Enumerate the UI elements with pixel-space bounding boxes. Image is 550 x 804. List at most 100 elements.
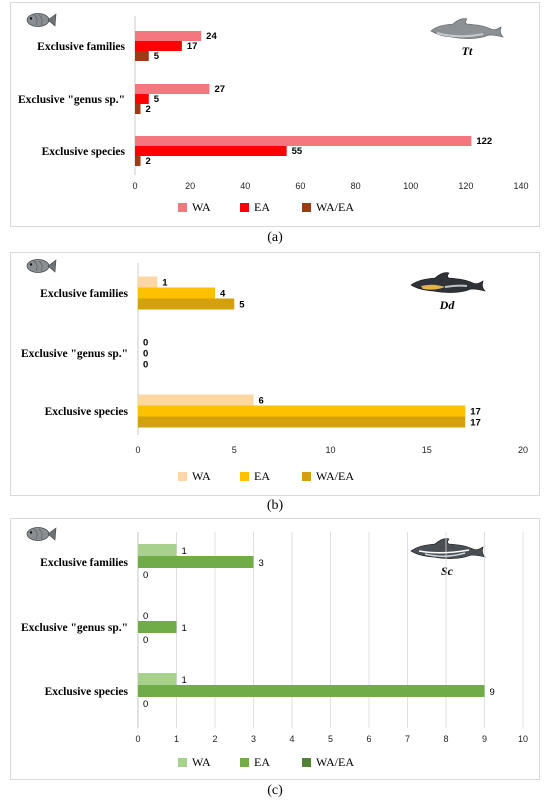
data-label: 1 xyxy=(182,675,187,686)
bar-wa xyxy=(135,84,210,94)
bar-ea xyxy=(138,621,177,633)
x-tick-label: 10 xyxy=(518,734,528,744)
bar-wa-ea xyxy=(138,298,235,310)
caption-b: (b) xyxy=(266,498,284,513)
species-code-label: Tt xyxy=(462,44,473,58)
legend-label: WA xyxy=(192,200,211,214)
x-tick-label: 0 xyxy=(132,181,137,191)
data-label: 0 xyxy=(143,360,148,371)
category-label: Exclusive species xyxy=(42,146,126,158)
x-tick-label: 5 xyxy=(328,734,333,744)
caption-a: (a) xyxy=(267,230,283,245)
data-label: 0 xyxy=(143,635,148,646)
legend-swatch xyxy=(178,758,187,767)
x-tick-label: 20 xyxy=(518,445,528,455)
x-tick-label: 5 xyxy=(232,445,237,455)
data-label: 5 xyxy=(154,51,160,62)
x-tick-label: 40 xyxy=(240,181,250,191)
data-label: 55 xyxy=(292,146,303,157)
x-tick-label: 60 xyxy=(295,181,305,191)
bar-ea xyxy=(138,556,254,568)
data-label: 2 xyxy=(146,156,151,167)
category-label: Exclusive "genus sp." xyxy=(21,622,128,634)
chart-panel-c: Sc 0 1 2 3 4 5 6 7 8 9 10 Exclusive families 1 3 0 Exclu… xyxy=(10,518,540,780)
bar-wa xyxy=(135,136,472,146)
data-label: 0 xyxy=(143,338,148,349)
legend-swatch xyxy=(240,472,249,481)
dolphin-icon xyxy=(410,538,486,559)
x-tick-label: 3 xyxy=(251,734,256,744)
x-tick-label: 100 xyxy=(403,181,418,191)
data-label: 1 xyxy=(162,278,168,289)
legend-swatch xyxy=(302,758,311,767)
data-label: 3 xyxy=(259,558,264,569)
category-label: Exclusive species xyxy=(45,686,129,698)
bar-wa-ea xyxy=(135,156,141,166)
x-tick-label: 120 xyxy=(458,181,473,191)
x-tick-label: 1 xyxy=(174,734,179,744)
x-tick-label: 0 xyxy=(135,734,140,744)
bar-chart-b: Dd 0 5 10 15 20 Exclusive families 1 4 5 Exclusive… xyxy=(21,259,528,483)
dolphin-icon xyxy=(410,272,486,293)
chart-panel-b: Dd 0 5 10 15 20 Exclusive families 1 4 5 Exclusive… xyxy=(10,252,540,496)
data-label: 17 xyxy=(187,41,198,52)
data-label: 17 xyxy=(470,418,481,429)
x-tick-label: 6 xyxy=(366,734,371,744)
category-label: Exclusive "genus sp." xyxy=(18,94,125,106)
data-label: 122 xyxy=(476,136,492,147)
bar-wa xyxy=(138,544,177,556)
x-tick-label: 7 xyxy=(405,734,410,744)
legend-swatch xyxy=(240,203,249,212)
bar-ea xyxy=(138,405,466,417)
bar-ea xyxy=(135,94,149,104)
x-tick-label: 2 xyxy=(212,734,217,744)
data-label: 24 xyxy=(206,31,217,42)
category-label: Exclusive species xyxy=(45,406,129,418)
fish-icon xyxy=(26,259,57,273)
bar-ea xyxy=(135,41,182,51)
bar-wa-ea xyxy=(135,104,141,114)
fish-icon xyxy=(26,13,57,27)
dolphin-icon xyxy=(430,18,504,39)
bar-wa-ea xyxy=(138,416,466,428)
bar-wa xyxy=(135,31,202,41)
bar-wa-ea xyxy=(135,51,149,61)
legend-label: WA/EA xyxy=(316,469,354,483)
category-label: Exclusive families xyxy=(40,557,128,569)
legend-label: EA xyxy=(254,469,270,483)
category-label: Exclusive families xyxy=(40,288,128,300)
legend-label: WA/EA xyxy=(316,200,354,214)
species-code-label: Sc xyxy=(441,564,454,578)
legend-label: WA/EA xyxy=(316,755,354,769)
data-label: 4 xyxy=(220,289,226,300)
chart-panel-a: Tt 0 20 40 60 80 100 120 140 Exclusive families 24… xyxy=(10,2,540,227)
x-tick-label: 8 xyxy=(443,734,448,744)
x-tick-label: 4 xyxy=(289,734,294,744)
data-label: 5 xyxy=(239,300,245,311)
data-label: 6 xyxy=(259,396,264,407)
species-code-label: Dd xyxy=(439,298,456,312)
data-label: 0 xyxy=(143,570,148,581)
x-tick-label: 10 xyxy=(325,445,335,455)
legend-swatch xyxy=(302,203,311,212)
bar-ea xyxy=(138,685,485,697)
bar-ea xyxy=(138,287,215,299)
data-label: 27 xyxy=(214,84,225,95)
legend-label: WA xyxy=(192,755,211,769)
x-tick-label: 20 xyxy=(185,181,195,191)
legend-label: EA xyxy=(254,755,270,769)
x-tick-label: 15 xyxy=(422,445,432,455)
legend-swatch xyxy=(178,203,187,212)
legend-label: EA xyxy=(254,200,270,214)
x-tick-label: 140 xyxy=(513,181,528,191)
bar-wa xyxy=(138,394,254,406)
caption-c: (c) xyxy=(267,783,283,798)
category-label: Exclusive "genus sp." xyxy=(21,348,128,360)
legend-label: WA xyxy=(192,469,211,483)
bar-wa xyxy=(138,673,177,685)
legend-swatch xyxy=(302,472,311,481)
data-label: 17 xyxy=(470,407,481,418)
bar-ea xyxy=(135,146,287,156)
x-tick-label: 0 xyxy=(135,445,140,455)
